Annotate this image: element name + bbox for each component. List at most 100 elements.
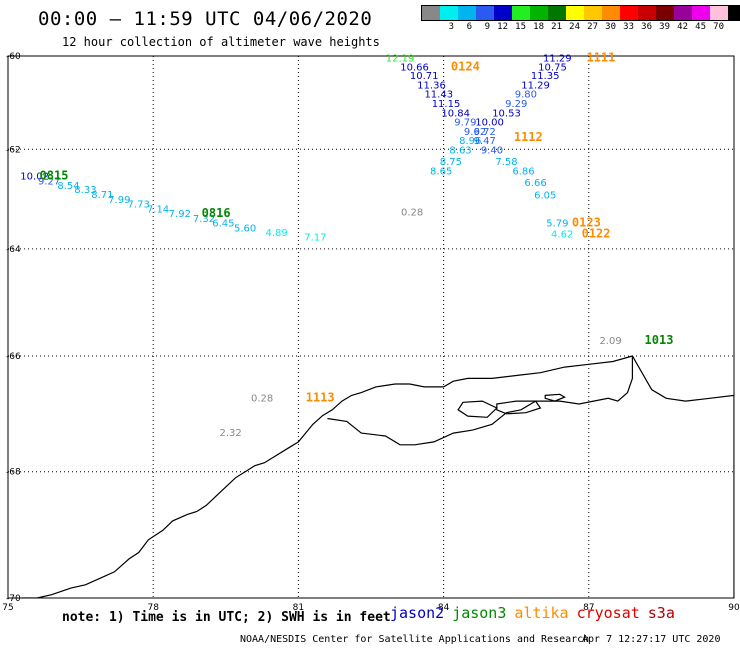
lon-tick-label: 75 xyxy=(2,603,13,613)
swh-observation: 9.27 xyxy=(38,176,60,187)
lon-tick-label: 90 xyxy=(728,603,740,613)
swh-observation: 7.17 xyxy=(304,233,326,244)
swh-observation: 7.14 xyxy=(147,204,169,215)
island-outline xyxy=(457,400,498,418)
swh-observation: 9.47 xyxy=(474,136,496,147)
lat-tick-label: -70 xyxy=(6,594,21,604)
legend-swatch xyxy=(530,6,548,20)
satellite-altika: altika xyxy=(514,604,569,622)
legend-swatch xyxy=(476,6,494,20)
swh-observation: 10.71 xyxy=(410,71,439,82)
lon-tick-label: 84 xyxy=(438,603,450,613)
swh-observation: 11.29 xyxy=(543,53,572,64)
pass-time-label: 0123 xyxy=(572,215,601,229)
swh-observation: 8.96 xyxy=(459,136,481,147)
swh-observation: 0.28 xyxy=(401,207,423,218)
legend-swatch xyxy=(710,6,728,20)
pass-time-label: 0815 xyxy=(40,168,69,182)
swh-observation: 6.66 xyxy=(524,178,546,189)
legend-swatch xyxy=(512,6,530,20)
swh-observation: 4.89 xyxy=(265,228,287,239)
legend-swatches xyxy=(421,5,740,21)
swh-observation: 9.72 xyxy=(474,127,496,138)
satellite-key: jason2 jason3 altika cryosat s3a xyxy=(390,604,683,622)
legend-swatch xyxy=(548,6,566,20)
legend-label: 70 xyxy=(713,22,724,32)
map-title: 00:00 – 11:59 UTC 04/06/2020 xyxy=(38,8,373,30)
legend-swatch xyxy=(692,6,710,20)
pass-time-label: 0816 xyxy=(202,206,231,220)
legend-label: 39 xyxy=(659,22,670,32)
legend-label: 30 xyxy=(605,22,616,32)
legend-label: 45 xyxy=(695,22,706,32)
swh-observation: 11.43 xyxy=(424,90,453,101)
swh-observation: 5.60 xyxy=(234,223,256,234)
swh-observation: 7.73 xyxy=(128,200,150,211)
swh-observation: 9.79 xyxy=(454,117,476,128)
legend-swatch xyxy=(422,6,440,20)
swh-observation: 10.02 xyxy=(20,171,49,182)
lat-tick-label: -66 xyxy=(6,352,21,362)
legend-swatch xyxy=(638,6,656,20)
legend-swatch xyxy=(602,6,620,20)
swh-observation: 7.99 xyxy=(108,195,130,206)
swh-observation: 10.00 xyxy=(475,117,504,128)
legend-label: 9 xyxy=(484,22,490,32)
swh-observation: 12.19 xyxy=(386,53,415,64)
swh-observation: 8.33 xyxy=(74,185,96,196)
legend-swatch xyxy=(494,6,512,20)
legend-label: 18 xyxy=(533,22,544,32)
lat-tick-label: -62 xyxy=(6,145,21,155)
swh-observation: 11.35 xyxy=(531,71,560,82)
lat-tick-label: -68 xyxy=(6,468,21,478)
legend-label: 6 xyxy=(466,22,472,32)
swh-observation: 5.79 xyxy=(546,218,568,229)
swh-observation: 11.29 xyxy=(521,80,550,91)
swh-observation: 6.05 xyxy=(534,190,556,201)
swh-observation: 10.75 xyxy=(538,63,567,74)
swh-observation: 8.75 xyxy=(440,157,462,168)
swh-observation: 9.29 xyxy=(505,99,527,110)
swh-observation: 10.66 xyxy=(400,63,429,74)
legend-swatch xyxy=(728,6,740,20)
island-outline xyxy=(496,400,542,415)
pass-time-label: 1112 xyxy=(514,130,543,144)
swh-observation: 8.71 xyxy=(91,190,113,201)
swh-observation: 9.40 xyxy=(481,146,503,157)
legend-label: 24 xyxy=(569,22,580,32)
map-frame xyxy=(7,55,735,599)
legend-label: 27 xyxy=(587,22,598,32)
legend-swatch xyxy=(656,6,674,20)
pass-time-label: 0124 xyxy=(451,60,480,74)
legend-label: 42 xyxy=(677,22,688,32)
lat-tick-label: -64 xyxy=(6,245,21,255)
swh-observation: 6.45 xyxy=(212,218,234,229)
pass-time-label: 1111 xyxy=(586,50,615,64)
lon-tick-label: 87 xyxy=(583,603,594,613)
swh-observation: 7.92 xyxy=(169,209,191,220)
pass-time-label: 0122 xyxy=(582,227,611,241)
legend-swatch xyxy=(566,6,584,20)
legend-swatch xyxy=(458,6,476,20)
footer-note: note: 1) Time is in UTC; 2) SWH is in fe… xyxy=(62,610,391,625)
swh-observation: 2.32 xyxy=(220,428,242,439)
legend-swatch xyxy=(440,6,458,20)
satellite-s3a: s3a xyxy=(647,604,675,622)
swh-observation: 8.54 xyxy=(57,181,79,192)
swh-observation: 11.15 xyxy=(432,99,461,110)
swh-observation: 0.28 xyxy=(251,394,273,405)
swh-observation: 2.09 xyxy=(599,336,621,347)
legend-label: 3 xyxy=(448,22,454,32)
coastline xyxy=(19,355,734,598)
swh-observation: 6.86 xyxy=(512,167,534,178)
lon-tick-label: 78 xyxy=(147,603,159,613)
swh-observation: 10.84 xyxy=(441,108,470,119)
satellite-cryosat: cryosat xyxy=(576,604,640,622)
legend-label: 15 xyxy=(515,22,526,32)
swh-observation: 8.63 xyxy=(449,146,471,157)
swh-observation: 7.58 xyxy=(495,157,517,168)
island-outline xyxy=(544,393,566,402)
